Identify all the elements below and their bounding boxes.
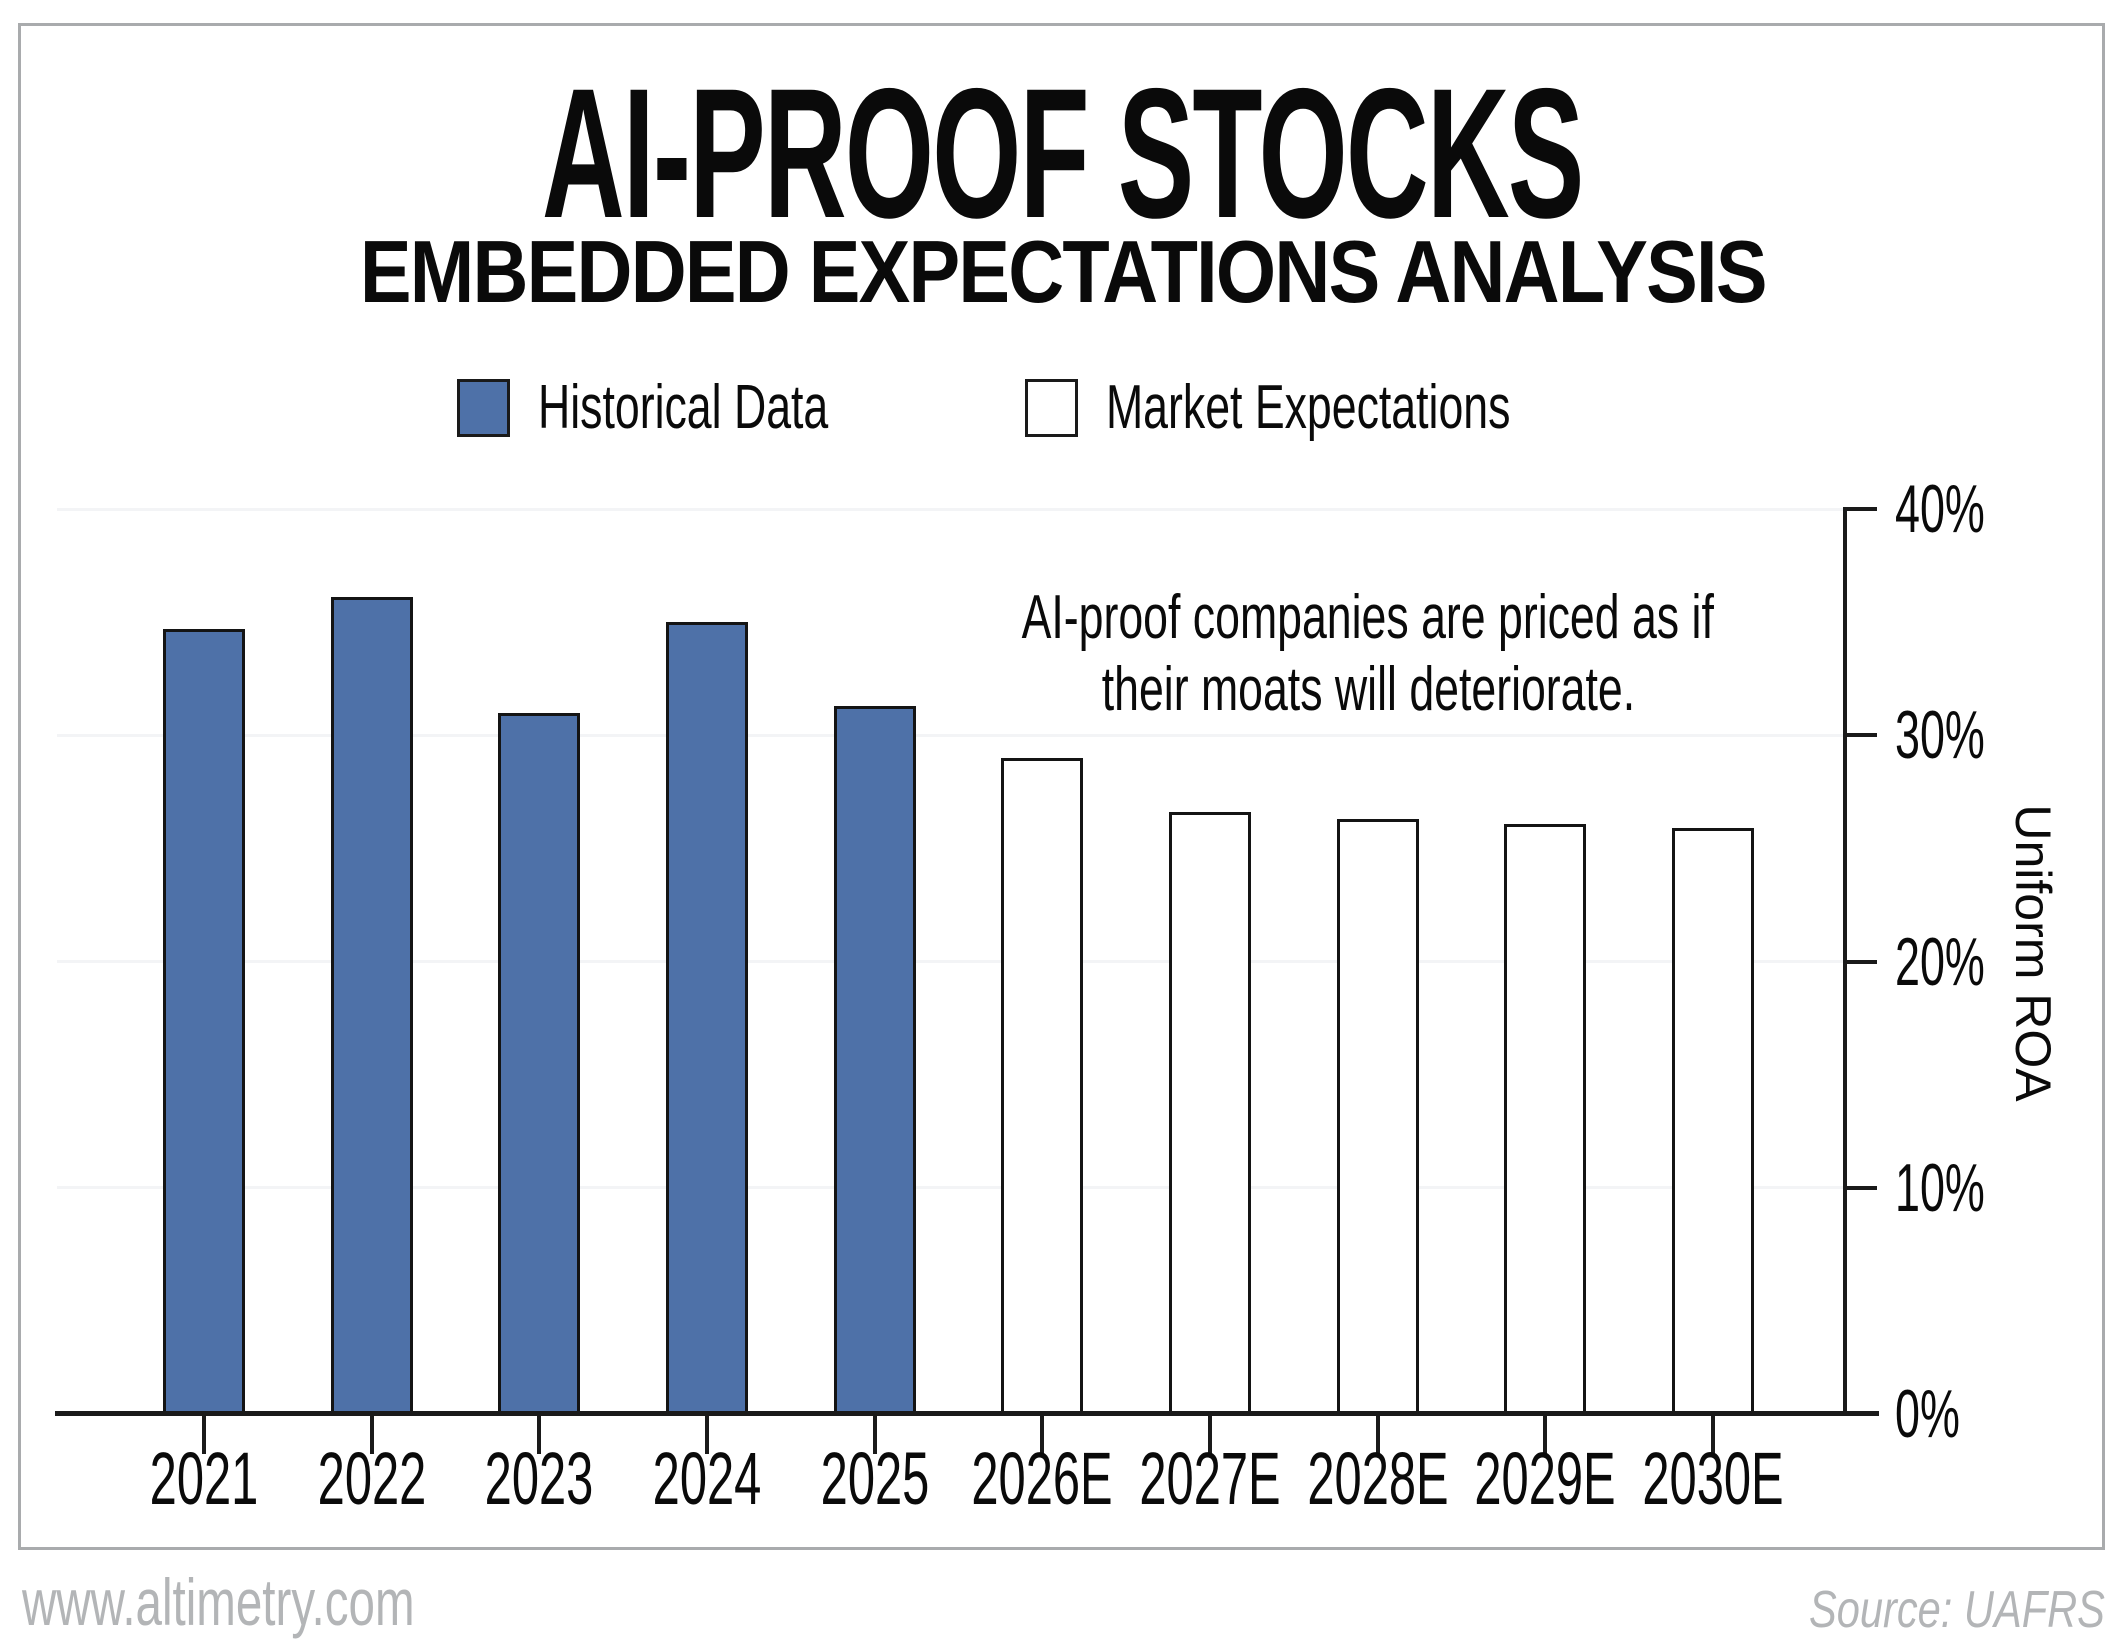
chart-subtitle-text: EMBEDDED EXPECTATIONS ANALYSIS	[359, 222, 1768, 321]
historical-data-swatch-icon	[457, 378, 511, 437]
legend-item-historical: Historical Data	[457, 372, 941, 443]
legend-label-historical: Historical Data	[538, 373, 829, 442]
annotation: AI-proof companies are priced as if thei…	[868, 582, 1868, 726]
market-expectations-swatch-icon	[1025, 378, 1079, 437]
source-credit: Source: UAFRS	[1735, 1580, 2105, 1640]
y-axis-title: Uniform ROA	[2005, 804, 2061, 1102]
bar-2030E	[1672, 828, 1755, 1414]
y-tick-20	[1843, 959, 1877, 964]
y-tick-40	[1843, 507, 1877, 511]
annotation-line-2: their moats will deteriorate.	[868, 654, 1868, 726]
website-text: www.altimetry.com	[22, 1564, 567, 1640]
x-tick-2030E	[1711, 1416, 1716, 1454]
chart-title-text: AI-PROOF STOCKS	[542, 51, 1584, 257]
bar-2022	[330, 597, 413, 1414]
bar-2027E	[1169, 812, 1252, 1414]
bar-2029E	[1504, 823, 1587, 1414]
annotation-line-1-text: AI-proof companies are priced as if	[1021, 583, 1715, 652]
bar-2025	[833, 705, 916, 1414]
legend-label-expectations: Market Expectations	[1106, 373, 1511, 442]
x-tick-2021	[202, 1416, 206, 1454]
website-text-inner: www.altimetry.com	[22, 1565, 415, 1639]
legend: Historical Data Market Expectations	[0, 372, 2125, 443]
chart-title: AI-PROOF STOCKS	[0, 62, 2125, 247]
bar-2023	[498, 712, 581, 1414]
y-tick-10	[1843, 1185, 1877, 1190]
bar-2024	[666, 622, 748, 1414]
bar-2028E	[1336, 818, 1419, 1414]
x-tick-2029E	[1543, 1416, 1548, 1454]
gridline-40	[57, 507, 1843, 511]
y-axis-title-text: Uniform ROA	[2005, 804, 2061, 1102]
gridline-10	[57, 1186, 1843, 1190]
x-tick-2025	[872, 1416, 877, 1454]
x-tick-2027E	[1208, 1416, 1213, 1454]
x-tick-2028E	[1375, 1416, 1380, 1454]
annotation-line-1: AI-proof companies are priced as if	[868, 582, 1868, 654]
x-tick-2024	[705, 1416, 709, 1454]
gridline-20	[57, 960, 1843, 963]
legend-item-expectations: Market Expectations	[1025, 372, 1668, 443]
y-tick-30	[1843, 733, 1877, 738]
x-tick-2026E	[1040, 1416, 1045, 1454]
plot-area	[55, 507, 1879, 1454]
bar-2021	[163, 628, 245, 1414]
x-tick-2023	[537, 1416, 542, 1454]
gridline-30	[57, 733, 1843, 737]
chart-subtitle: EMBEDDED EXPECTATIONS ANALYSIS	[0, 228, 2125, 316]
x-axis	[55, 1411, 1879, 1416]
annotation-line-2-text: their moats will deteriorate.	[1101, 654, 1635, 724]
source-credit-inner: Source: UAFRS	[1809, 1581, 2105, 1639]
bar-2026E	[1001, 757, 1084, 1414]
y-axis	[1843, 509, 1847, 1414]
x-tick-2022	[369, 1416, 374, 1454]
